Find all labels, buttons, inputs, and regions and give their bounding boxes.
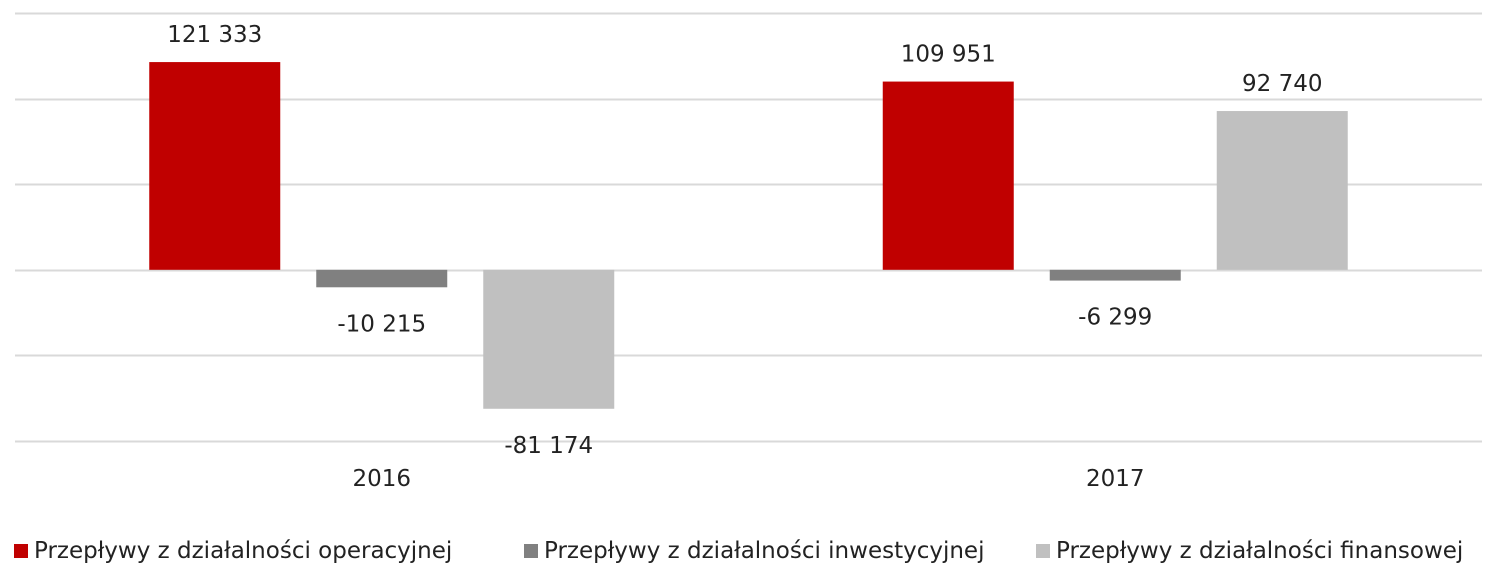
data-label: -6 299 (1078, 305, 1152, 331)
x-tick-label: 2017 (1086, 466, 1145, 492)
legend-label: Przepływy z działalności operacyjnej (34, 538, 452, 564)
data-label: 92 740 (1242, 71, 1322, 97)
legend-swatch (524, 544, 538, 558)
x-tick-label: 2016 (352, 466, 411, 492)
data-label: -81 174 (504, 433, 593, 459)
data-label: -10 215 (337, 311, 426, 337)
legend: Przepływy z działalności operacyjnej Prze… (14, 538, 1463, 564)
data-label: 109 951 (901, 42, 996, 68)
bar-2016-series-3 (483, 269, 615, 409)
x-axis-tick-labels: 2016 2017 (352, 466, 1144, 492)
bars (149, 62, 1348, 409)
bar-2016-series-2 (316, 269, 448, 288)
legend-swatch (1036, 544, 1050, 558)
bar-2016-series-1 (149, 62, 281, 270)
legend-label: Przepływy z działalności inwestycyjnej (544, 538, 984, 564)
bar-2017-series-3 (1216, 111, 1348, 270)
bar-2017-series-2 (1049, 269, 1181, 281)
data-label: 121 333 (167, 22, 262, 48)
legend-swatch (14, 544, 28, 558)
data-labels: 121 333 -10 215 -81 174 109 951 -6 299 92 740 (167, 22, 1322, 459)
legend-label: Przepływy z działalności finansowej (1056, 538, 1463, 564)
bar-2017-series-1 (882, 81, 1014, 270)
